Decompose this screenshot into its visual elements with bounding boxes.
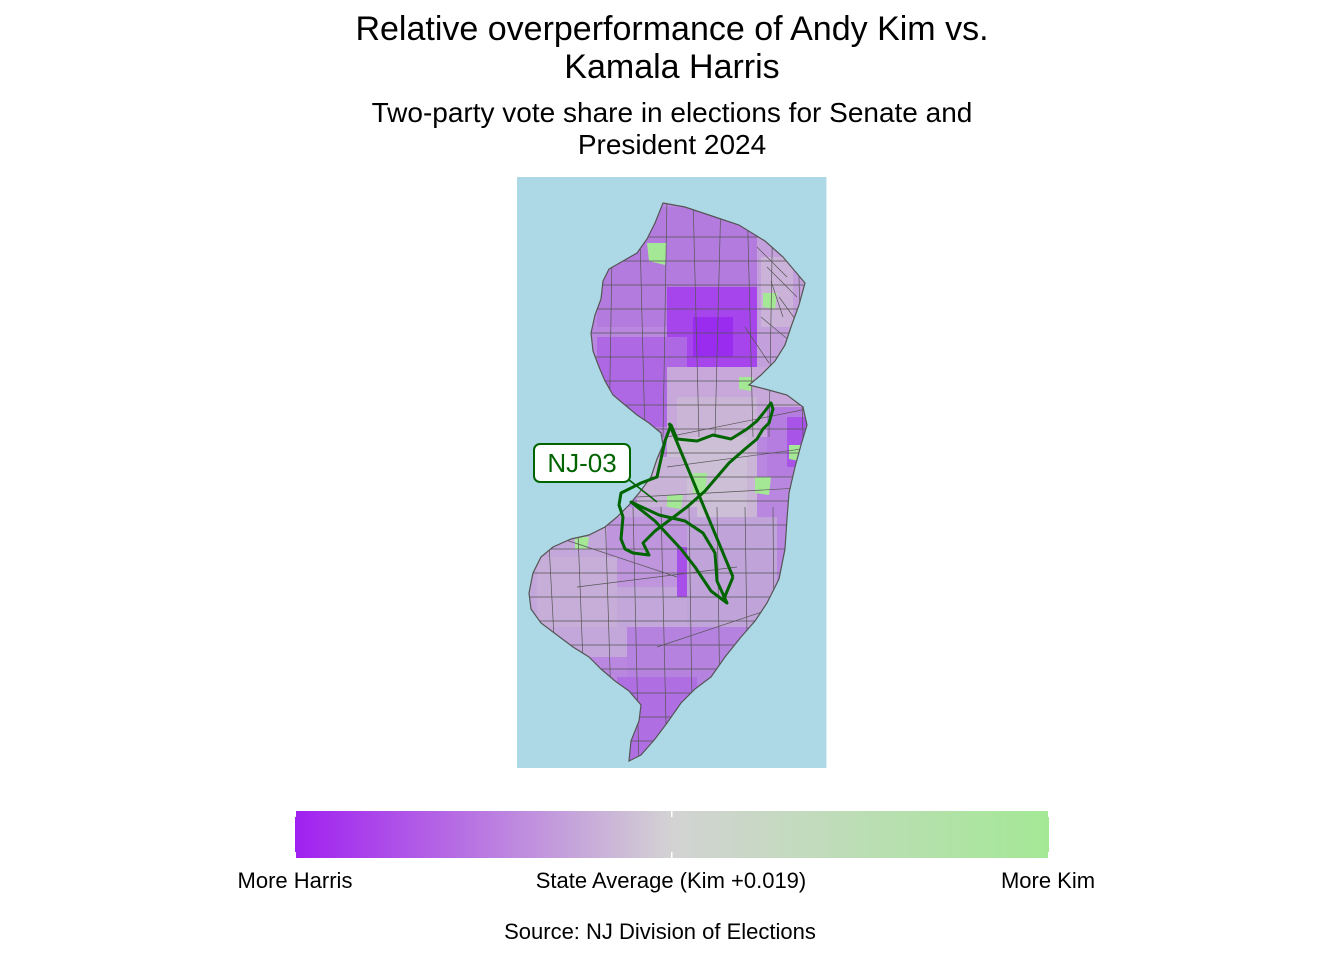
nj-03-district-south-outline	[629, 500, 729, 605]
legend-label-more-harris: More Harris	[237, 868, 353, 893]
chart-subtitle-line-1: Two-party vote share in elections for Se…	[371, 97, 973, 128]
legend-label-state-average: State Average (Kim +0.019)	[535, 868, 807, 893]
district-label-nj-03: NJ-03	[533, 443, 631, 483]
source-caption: Source: NJ Division of Elections	[504, 919, 816, 944]
state-outline	[528, 202, 808, 763]
chart-subtitle-line-2: President 2024	[577, 129, 767, 160]
legend-label-more-kim: More Kim	[1000, 868, 1096, 893]
chart-title-line-2: Kamala Harris	[564, 48, 780, 86]
legend-colorbar	[295, 811, 1049, 858]
map-panel	[517, 177, 827, 768]
nj-03-district-outline	[617, 401, 775, 557]
chart-title-line-1: Relative overperformance of Andy Kim vs.	[355, 10, 989, 48]
choropleth-map	[517, 177, 827, 768]
